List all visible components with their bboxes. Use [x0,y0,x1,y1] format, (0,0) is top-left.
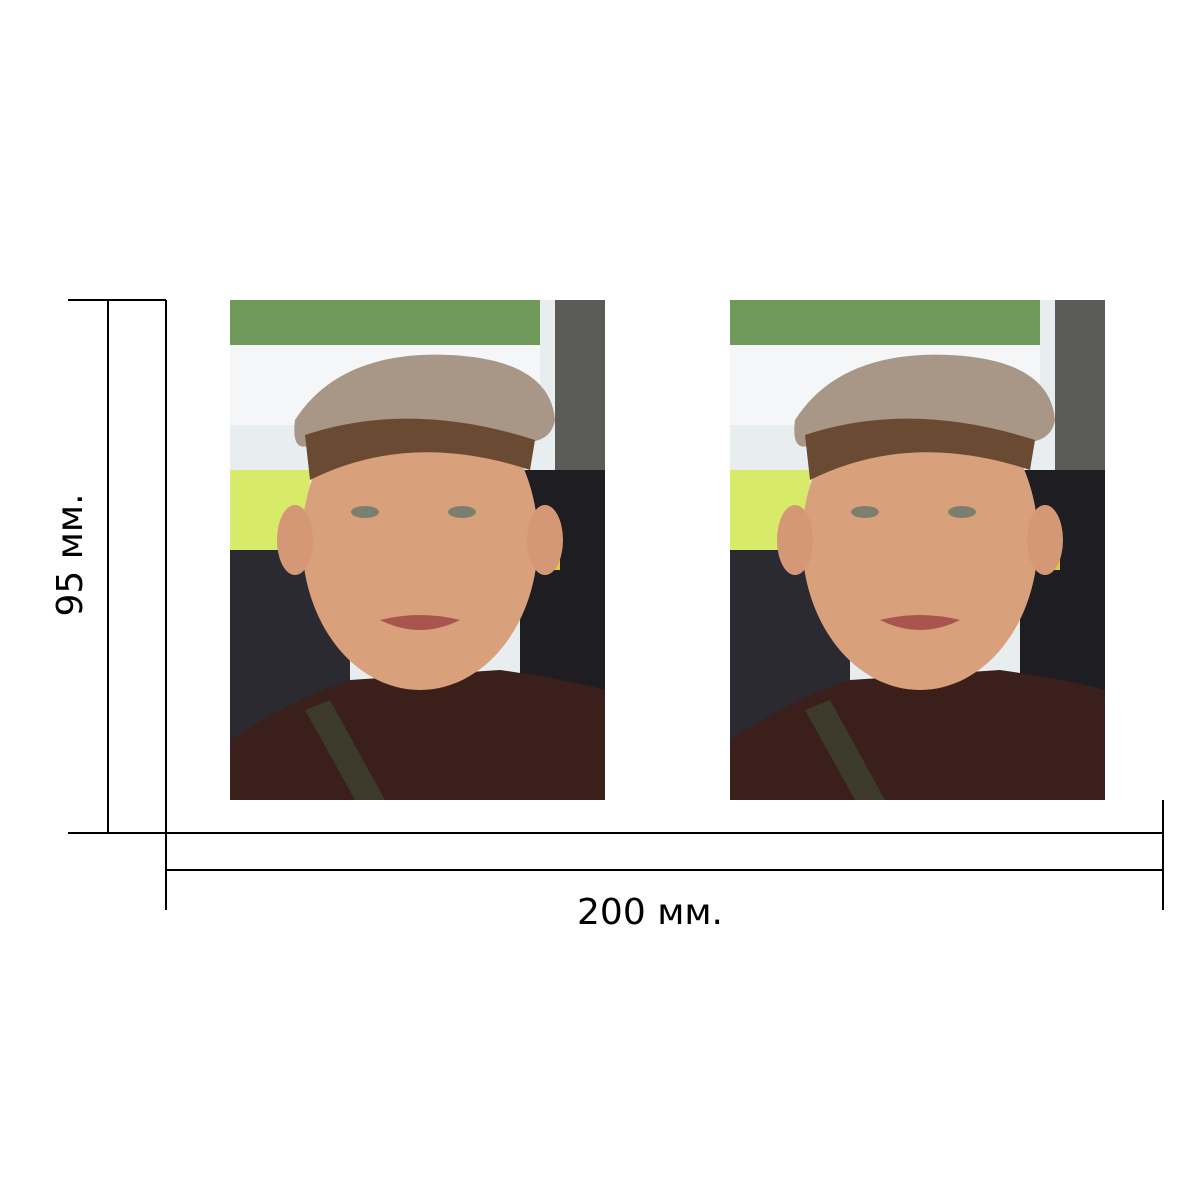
height-label: 95 мм. [50,493,91,616]
width-label: 200 мм. [577,892,723,933]
photo [730,300,1105,800]
photo [230,300,605,800]
